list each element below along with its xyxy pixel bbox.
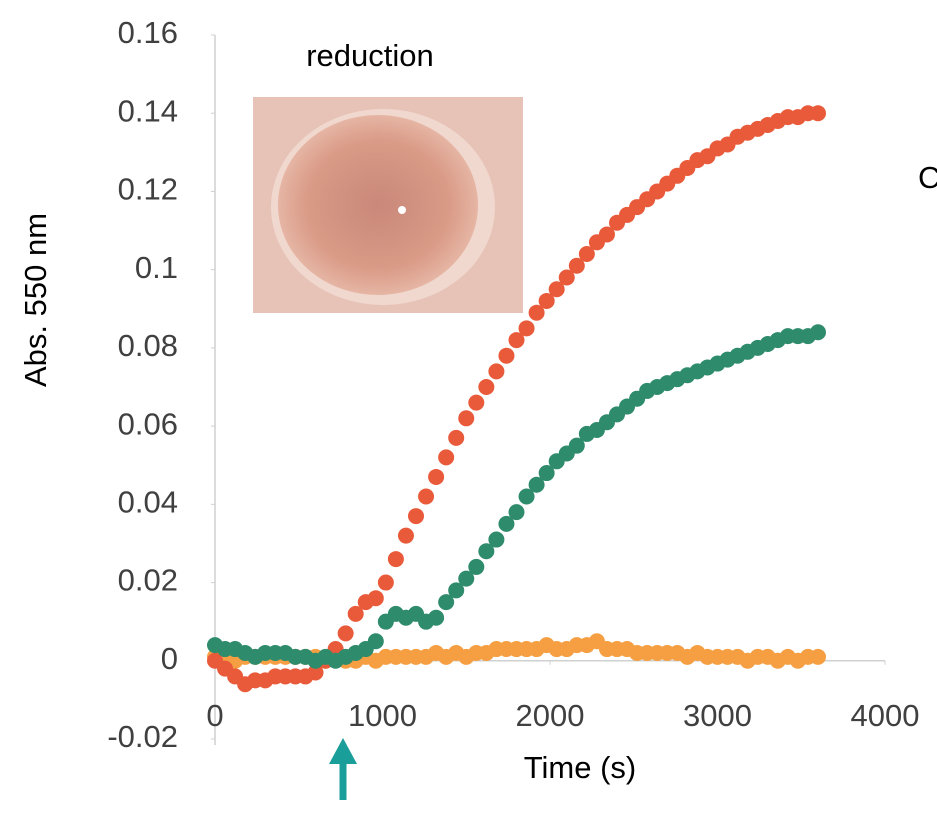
data-point [377,574,394,591]
data-point [387,551,404,568]
data-point [397,527,414,544]
data-point [568,257,585,274]
x-tick-label: 1000 [348,698,417,733]
annotation: reduction [306,38,434,73]
data-point [538,292,555,309]
data-point [538,465,555,482]
plot-area: -0.02 0 0.02 0.04 0.06 0.08 0.1 0.12 0.14 0.16 0 10… [107,15,919,754]
x-tick-label: 3000 [683,698,752,733]
data-point [458,410,475,427]
data-point [598,226,615,243]
y-tick-label: 0.14 [118,93,178,128]
data-point [478,543,495,560]
data-point [508,332,525,349]
data-point [438,594,455,611]
y-tick-label: 0.1 [135,250,178,285]
y-tick-label: 0.02 [118,563,178,598]
y-tick-label: -0.02 [107,719,178,754]
data-point [508,504,525,521]
arrow-head [329,738,357,764]
y-tick-label: 0.06 [118,406,178,441]
y-tick-label: 0.16 [118,15,178,50]
data-point [518,320,535,337]
data-point [468,558,485,575]
data-point [498,347,515,364]
data-point [488,531,505,548]
data-point [458,570,475,587]
data-point [448,582,465,599]
x-axis-title: Time (s) [524,750,637,785]
data-point [428,609,445,626]
data-point [367,590,384,607]
data-point [478,379,495,395]
inset-well [278,115,478,295]
data-point [468,394,485,411]
data-point [418,488,435,505]
y-axis-title: Abs. 550 nm [18,213,53,387]
y-tick-label: 0.08 [118,328,178,363]
data-point [578,246,595,263]
data-point [528,476,545,493]
y-tick-label: 0 [161,641,178,676]
data-point [347,605,364,622]
data-point [488,363,505,380]
data-point [448,429,465,446]
data-point [337,625,354,642]
data-point [518,488,535,505]
y-tick-label: 0.04 [118,485,178,520]
data-point [568,437,585,454]
y-tick-label: 0.12 [118,172,178,207]
data-point [438,449,455,466]
data-point [367,633,384,650]
data-point [307,664,324,681]
inset-glare [398,206,406,214]
data-point [428,468,445,485]
x-tick-label: 2000 [516,698,585,733]
x-tick-label: 0 [206,698,223,733]
data-point [810,648,826,665]
data-point [498,515,515,532]
data-point [810,105,826,122]
data-point [558,269,575,286]
x-tick-label: 4000 [851,698,920,733]
data-point [810,324,826,341]
data-point [528,304,545,321]
data-point [408,508,424,525]
annotation: C [918,160,937,195]
data-point [548,281,565,298]
